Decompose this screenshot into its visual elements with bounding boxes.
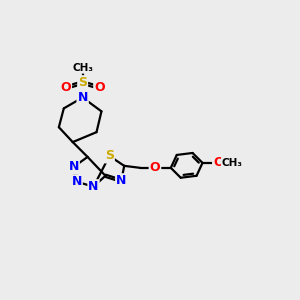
Text: S: S xyxy=(105,149,114,162)
Text: O: O xyxy=(213,156,224,170)
Text: N: N xyxy=(88,180,99,193)
Text: O: O xyxy=(61,81,71,94)
Text: N: N xyxy=(71,175,82,188)
Text: N: N xyxy=(77,91,88,104)
Text: N: N xyxy=(68,160,79,173)
Text: O: O xyxy=(150,161,160,174)
Text: S: S xyxy=(78,76,87,89)
Text: CH₃: CH₃ xyxy=(222,158,243,168)
Text: O: O xyxy=(94,81,105,94)
Text: CH₃: CH₃ xyxy=(72,63,93,73)
Text: N: N xyxy=(116,174,127,187)
